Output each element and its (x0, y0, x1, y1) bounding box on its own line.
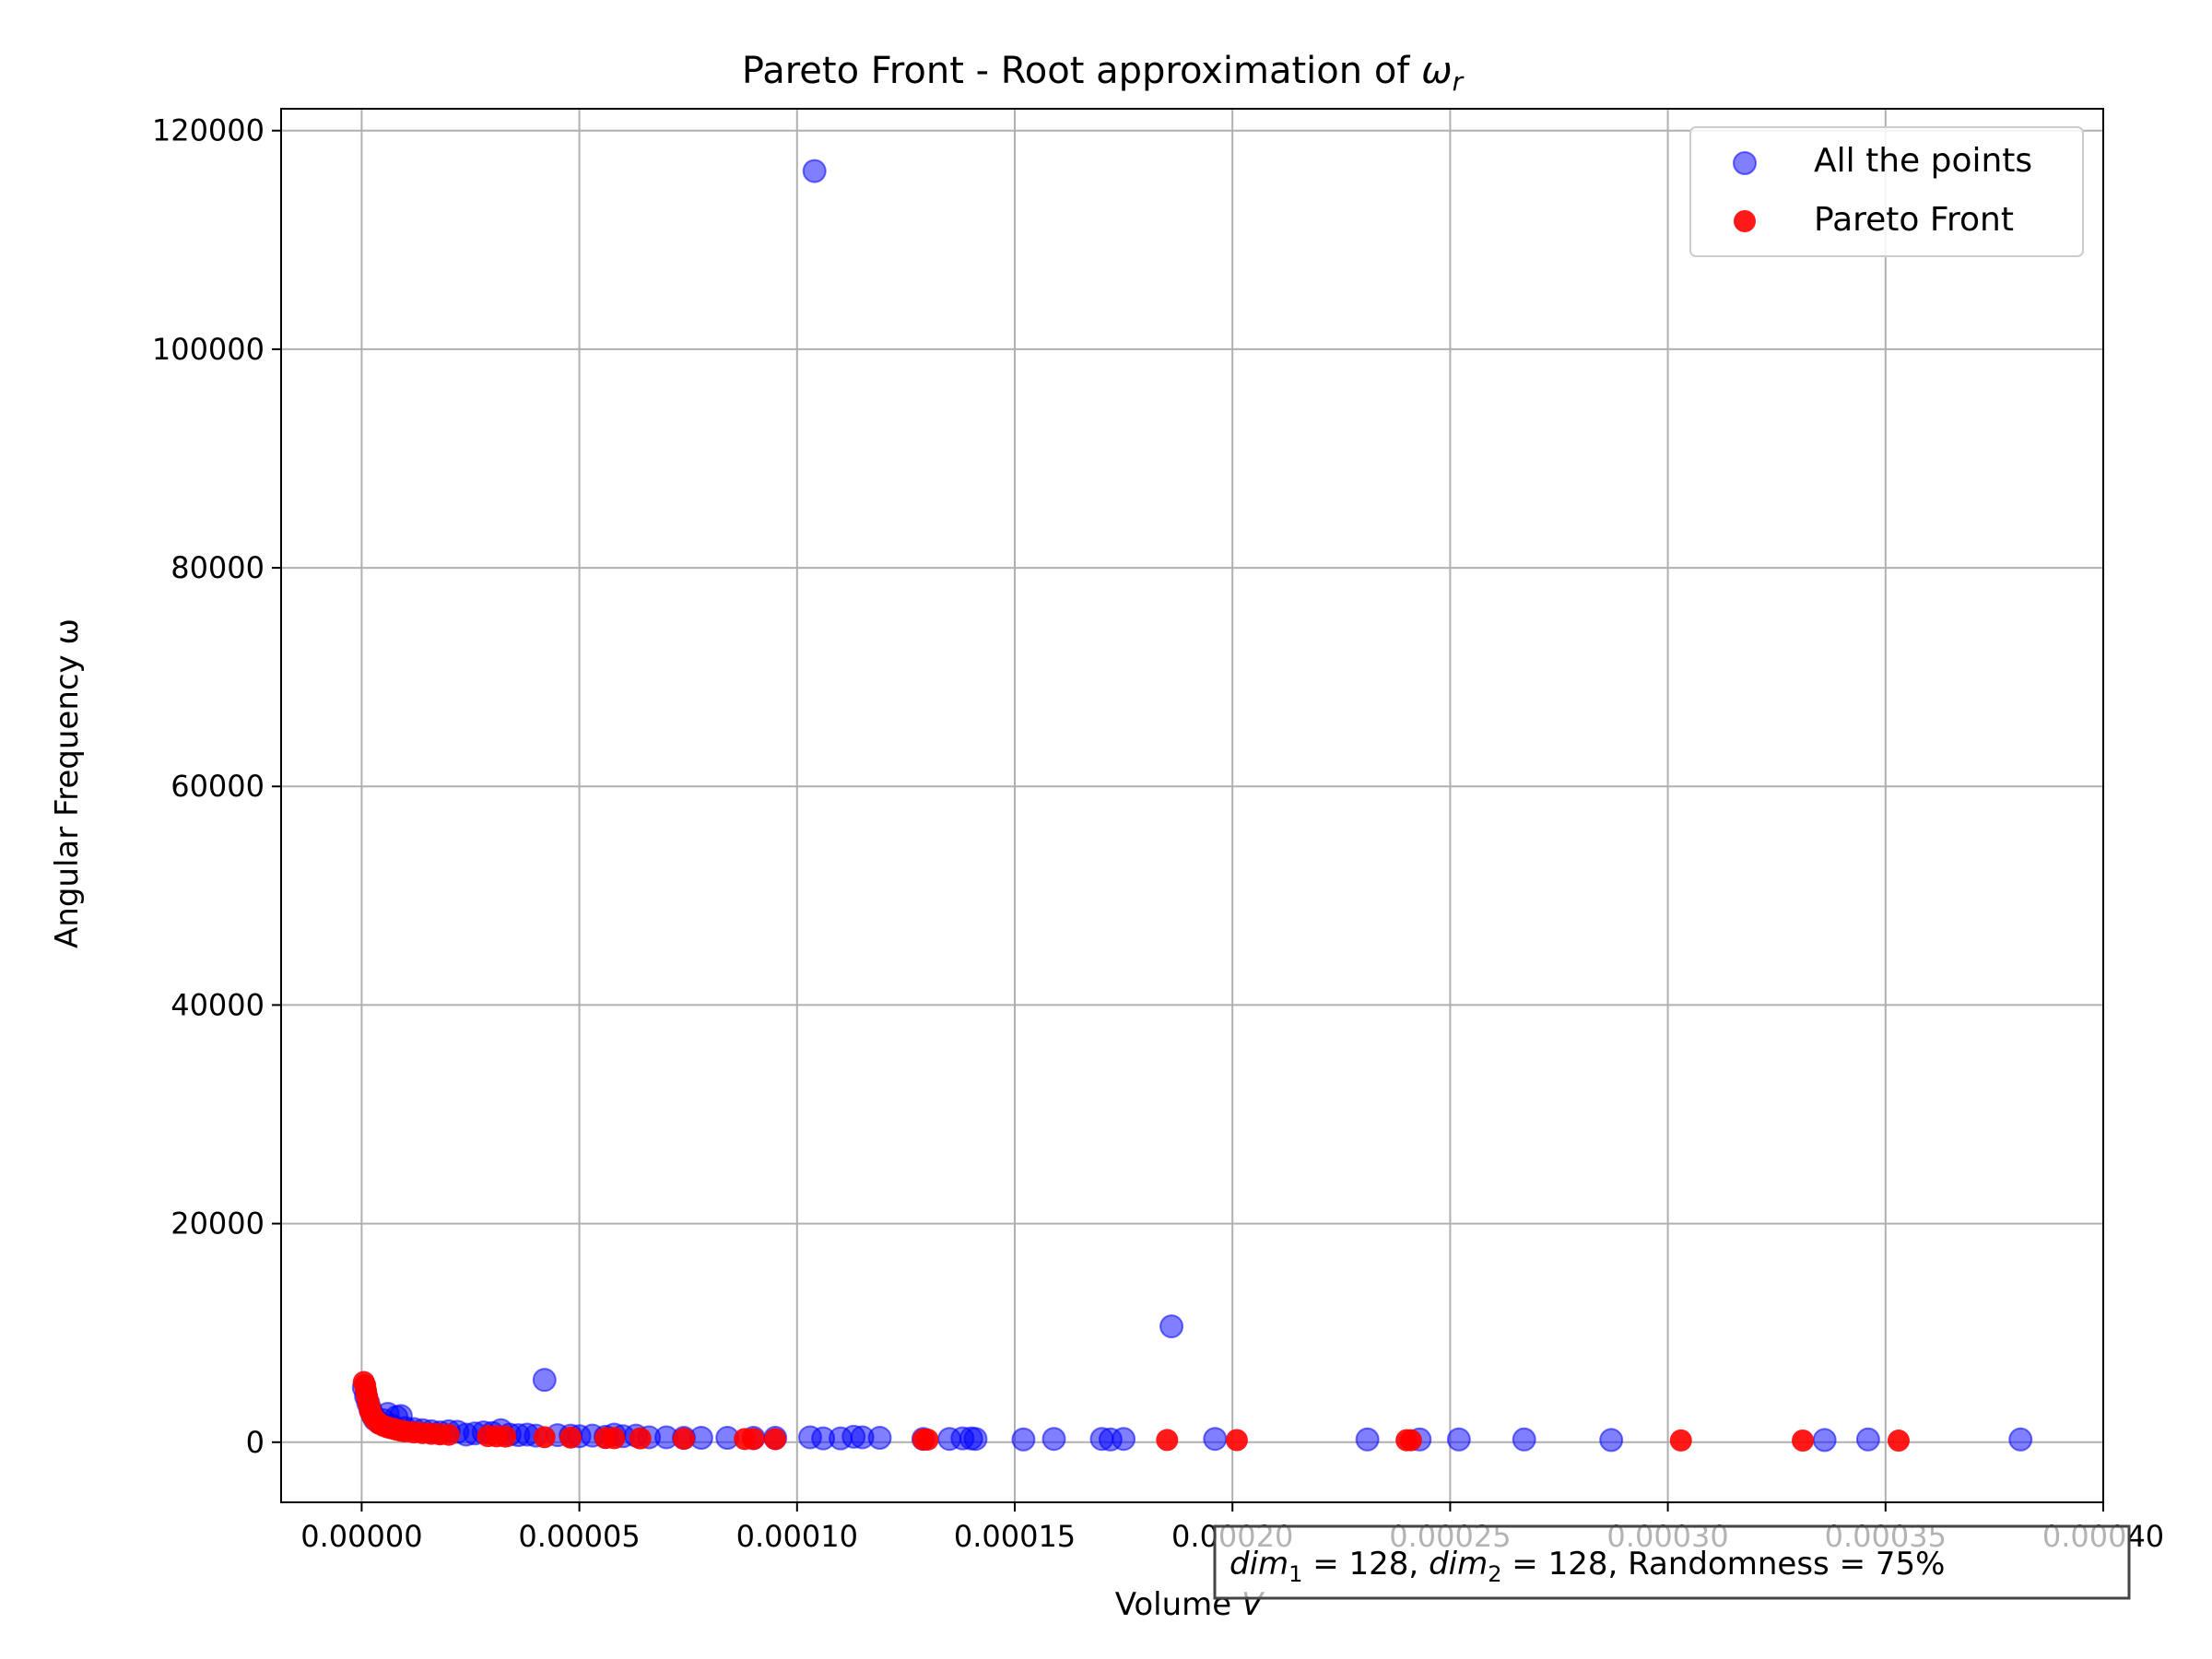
chart-title-symbol: ω (1421, 50, 1453, 92)
chart-title-main: Pareto Front - Root approximation of (742, 50, 1421, 92)
annotation-dim2-symbol: dim (1429, 1546, 1488, 1583)
y-axis-ticks: 0 20000 40000 60000 80000 100000 120000 (152, 113, 281, 1460)
annotation-frame (1213, 1524, 2131, 1600)
y-tick-label: 60000 (171, 769, 265, 804)
pareto-front-marker (629, 1427, 652, 1450)
all-points-marker (802, 159, 827, 183)
pareto-front-marker (1792, 1429, 1815, 1452)
pareto-front-marker (1669, 1429, 1692, 1452)
y-tick-label: 120000 (152, 113, 265, 148)
chart-title-subscript: r (1453, 66, 1465, 97)
all-points-marker (1855, 1427, 1880, 1452)
all-points-marker (1512, 1427, 1536, 1452)
pareto-front-marker (437, 1423, 460, 1446)
plot-background (281, 109, 2103, 1502)
all-points-marker (1446, 1427, 1471, 1452)
annotation-dim2-value: = 128, Randomness = 75% (1502, 1546, 1946, 1583)
pareto-front-marker (916, 1428, 939, 1451)
annotation-box: dim1 = 128, dim2 = 128, Randomness = 75% (1213, 1524, 2131, 1600)
y-tick-label: 0 (246, 1425, 265, 1460)
series-pareto-front (352, 1371, 1910, 1453)
y-tick-label: 40000 (171, 987, 265, 1022)
pareto-front-marker (533, 1426, 556, 1449)
all-points-marker (1112, 1427, 1136, 1452)
legend-label-pareto-front: Pareto Front (1814, 201, 2014, 239)
all-points-marker (532, 1368, 557, 1393)
annotation-text: dim1 = 128, dim2 = 128, Randomness = 75% (1230, 1546, 1945, 1587)
all-points-marker (1203, 1427, 1228, 1452)
y-tick-label: 100000 (152, 332, 265, 367)
y-tick-label: 20000 (171, 1206, 265, 1241)
legend-label-all-points: All the points (1814, 142, 2032, 180)
pareto-front-marker (603, 1427, 626, 1450)
x-tick-label: 0.00000 (300, 1519, 422, 1554)
pareto-front-marker (764, 1428, 787, 1451)
pareto-front-marker (1399, 1429, 1422, 1452)
pareto-front-marker (742, 1428, 765, 1451)
x-tick-label: 0.00015 (954, 1519, 1076, 1554)
annotation-dim1-sub: 1 (1288, 1561, 1302, 1587)
y-tick-label: 80000 (171, 550, 265, 585)
chart-title: Pareto Front - Root approximation of ωr (742, 50, 1465, 97)
all-points-marker (1011, 1427, 1036, 1452)
all-points-marker (1812, 1428, 1837, 1453)
x-tick-label: 0.00010 (736, 1519, 858, 1554)
legend-marker-all-points (1733, 151, 1757, 175)
plot-frame (280, 108, 2104, 1503)
all-points-marker (963, 1427, 988, 1452)
all-points-marker (1041, 1427, 1066, 1452)
pareto-front-marker (1225, 1429, 1248, 1452)
pareto-front-marker (494, 1425, 517, 1448)
annotation-dim1-symbol: dim (1230, 1546, 1288, 1583)
all-points-marker (867, 1426, 892, 1451)
plot-area (280, 108, 2104, 1503)
legend-box (1689, 126, 2084, 257)
annotation-dim2-sub: 2 (1488, 1561, 1501, 1587)
pareto-front-marker (559, 1426, 582, 1449)
x-tick-label: 0.00005 (518, 1519, 640, 1554)
annotation-dim1-value: = 128, (1302, 1546, 1429, 1583)
legend-marker-pareto-front (1734, 210, 1756, 232)
pareto-front-marker (672, 1427, 695, 1450)
all-points-marker (2008, 1427, 2033, 1452)
pareto-front-marker (1156, 1429, 1179, 1452)
pareto-front-marker (1887, 1430, 1910, 1453)
legend: All the points Pareto Front (1689, 126, 2084, 257)
y-axis-label: Angular Frequency ω (49, 618, 86, 948)
all-points-marker (1355, 1427, 1380, 1452)
all-points-marker (1599, 1428, 1624, 1453)
all-points-marker (1159, 1314, 1184, 1339)
